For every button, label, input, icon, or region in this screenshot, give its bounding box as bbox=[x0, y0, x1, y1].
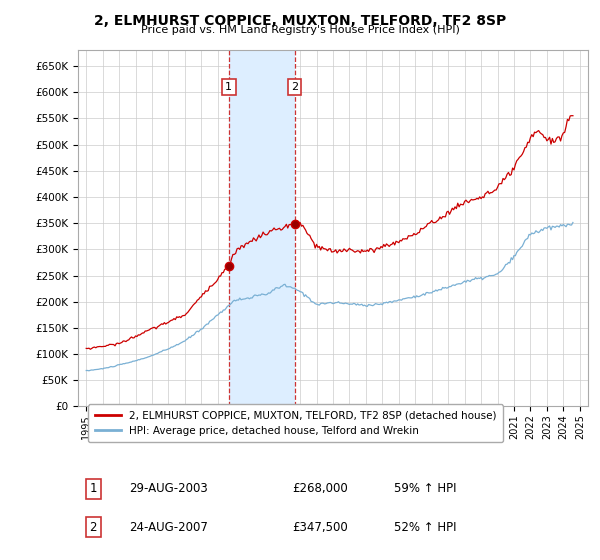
Text: Price paid vs. HM Land Registry's House Price Index (HPI): Price paid vs. HM Land Registry's House … bbox=[140, 25, 460, 35]
Text: 59% ↑ HPI: 59% ↑ HPI bbox=[394, 483, 457, 496]
Text: 2: 2 bbox=[291, 82, 298, 92]
Text: 2: 2 bbox=[89, 521, 97, 534]
Legend: 2, ELMHURST COPPICE, MUXTON, TELFORD, TF2 8SP (detached house), HPI: Average pri: 2, ELMHURST COPPICE, MUXTON, TELFORD, TF… bbox=[88, 404, 503, 442]
Text: 24-AUG-2007: 24-AUG-2007 bbox=[129, 521, 208, 534]
Text: 2, ELMHURST COPPICE, MUXTON, TELFORD, TF2 8SP: 2, ELMHURST COPPICE, MUXTON, TELFORD, TF… bbox=[94, 14, 506, 28]
Text: £268,000: £268,000 bbox=[292, 483, 348, 496]
Text: £347,500: £347,500 bbox=[292, 521, 348, 534]
Text: 29-AUG-2003: 29-AUG-2003 bbox=[129, 483, 208, 496]
Bar bbox=[229, 50, 295, 407]
Text: 1: 1 bbox=[89, 483, 97, 496]
Text: 52% ↑ HPI: 52% ↑ HPI bbox=[394, 521, 457, 534]
Text: 1: 1 bbox=[225, 82, 232, 92]
